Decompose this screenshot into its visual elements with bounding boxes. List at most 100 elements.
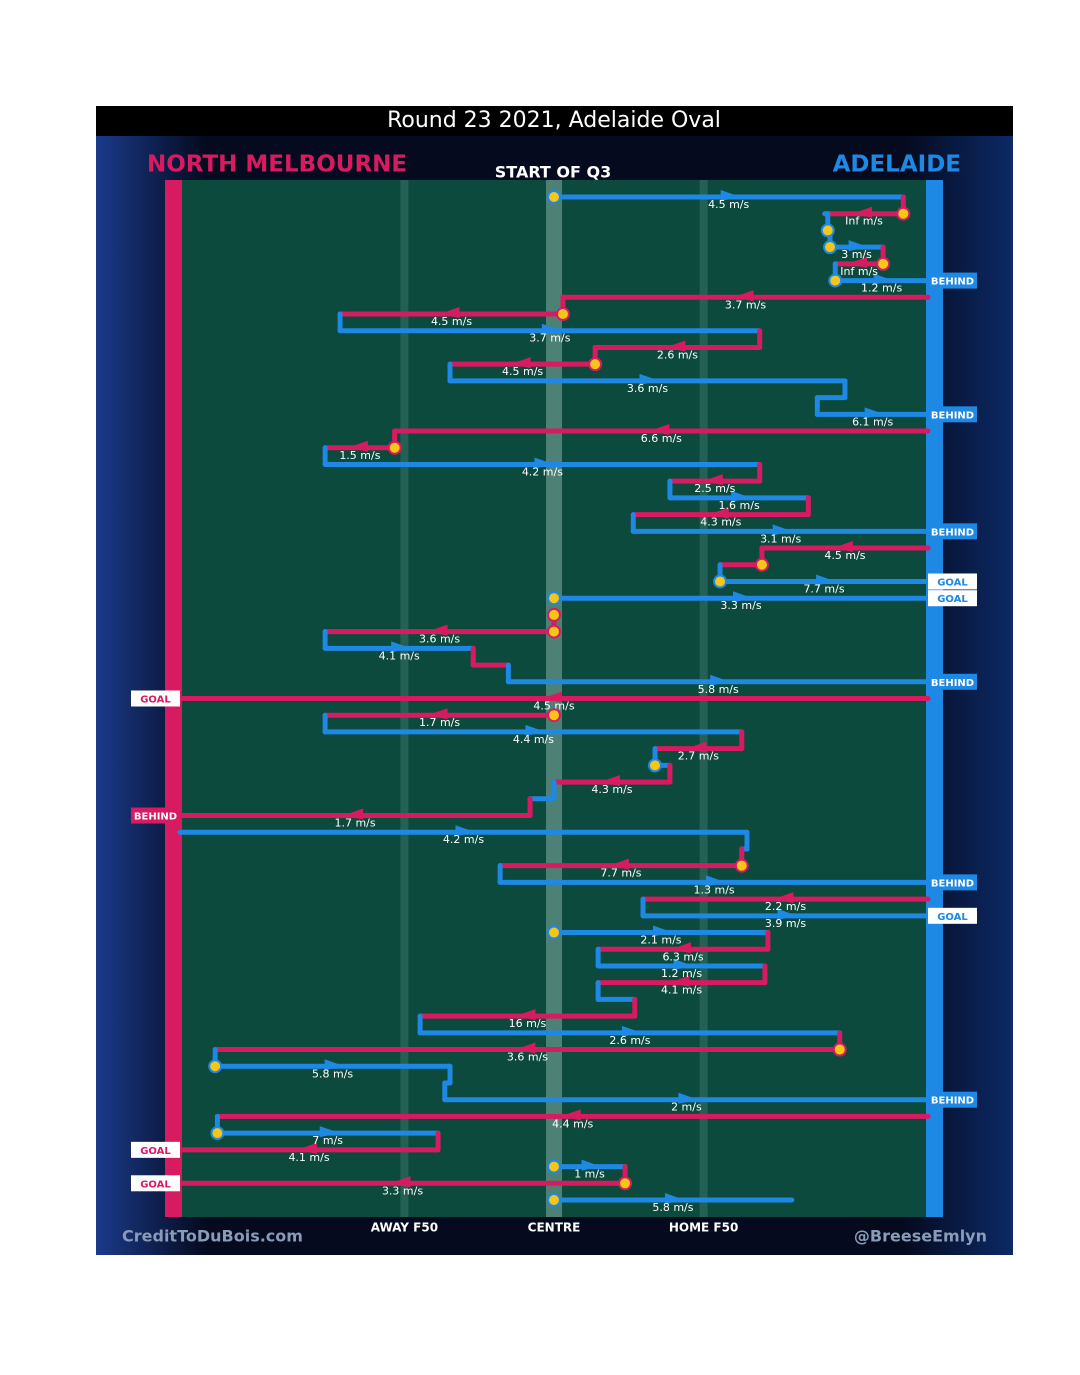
speed-label: 4.5 m/s: [708, 198, 749, 211]
speed-label: 4.1 m/s: [661, 984, 702, 997]
speed-label: 1 m/s: [574, 1168, 605, 1181]
arrowhead: [599, 775, 620, 787]
arrowhead: [525, 724, 546, 736]
stoppage-marker: [208, 1059, 223, 1074]
stoppage-marker: [547, 190, 561, 204]
arrowhead: [710, 674, 731, 686]
speed-label: 2.7 m/s: [678, 750, 719, 763]
speed-label: 1.2 m/s: [661, 967, 702, 980]
arrowhead: [541, 323, 562, 335]
arrowhead: [297, 1142, 318, 1154]
speed-label: 7 m/s: [312, 1134, 343, 1147]
arrowhead: [708, 507, 729, 519]
credit: @BreeseEmlyn: [854, 1227, 987, 1246]
speed-label: 1.5 m/s: [339, 449, 380, 462]
stoppage-marker: [387, 440, 402, 455]
arrowhead: [621, 1025, 642, 1037]
stoppage-marker: [823, 240, 838, 255]
title: Round 23 2021, Adelaide Oval: [387, 108, 721, 133]
speed-label: 3.6 m/s: [419, 633, 460, 646]
stoppage-marker: [713, 574, 728, 589]
speed-label: 4.5 m/s: [431, 315, 472, 328]
speed-label: 4.1 m/s: [379, 649, 420, 662]
speed-label: 16 m/s: [509, 1017, 547, 1030]
arrowhead: [852, 206, 873, 218]
speed-label: 4.5 m/s: [824, 549, 865, 562]
credit: CreditToDuBois.com: [122, 1227, 303, 1246]
speed-label: 4.2 m/s: [443, 833, 484, 846]
arrowhead: [560, 1109, 581, 1121]
stoppage-marker: [734, 858, 749, 873]
speed-label: 4.5 m/s: [533, 700, 574, 713]
speed-label: 1.7 m/s: [334, 817, 375, 830]
speed-label: 6.1 m/s: [852, 415, 893, 428]
result-label: BEHIND: [931, 410, 974, 421]
arrowhead: [581, 1159, 602, 1171]
arrowhead: [669, 975, 690, 987]
home-team: ADELAIDE: [833, 152, 961, 178]
subtitle: START OF Q3: [495, 163, 612, 182]
speed-label: 6.3 m/s: [662, 950, 703, 963]
result-box: [928, 907, 977, 924]
arrowhead: [343, 808, 364, 820]
arrowhead: [848, 240, 869, 252]
arrowhead: [608, 858, 629, 870]
speed-label: 5.8 m/s: [312, 1067, 353, 1080]
result-box: [928, 1091, 977, 1108]
arrowhead: [671, 942, 692, 954]
speed-label: 4.4 m/s: [552, 1117, 593, 1130]
result-box: [928, 272, 977, 289]
speed-label: 4.3 m/s: [700, 516, 741, 529]
arrowhead: [515, 1009, 536, 1021]
home-goal-line: [926, 180, 943, 1217]
result-label: BEHIND: [134, 812, 177, 823]
speed-label: 4.2 m/s: [522, 465, 563, 478]
result-box: [928, 590, 977, 607]
speed-label: 7.7 m/s: [600, 867, 641, 880]
speed-label: 3.3 m/s: [382, 1184, 423, 1197]
speed-label: 2.1 m/s: [640, 934, 681, 947]
field-line-label: AWAY F50: [371, 1221, 438, 1235]
speed-label: 1.2 m/s: [861, 282, 902, 295]
result-box: [928, 523, 977, 540]
arrowhead: [702, 474, 723, 486]
arrowhead: [515, 1042, 536, 1054]
result-label: GOAL: [140, 1179, 171, 1190]
arrowhead: [733, 591, 753, 603]
stoppage-marker: [547, 708, 561, 723]
arrowhead: [391, 641, 412, 653]
speed-label: 3 m/s: [841, 248, 872, 261]
result-label: GOAL: [140, 695, 171, 706]
speed-label: 2.6 m/s: [609, 1034, 650, 1047]
arrowhead: [773, 892, 794, 904]
speed-label: 2.5 m/s: [694, 482, 735, 495]
stoppage-marker: [647, 758, 662, 773]
stoppage-marker: [876, 256, 891, 271]
result-label: BEHIND: [931, 678, 974, 689]
arrowhead: [664, 1193, 685, 1204]
result-box: [928, 874, 977, 891]
stoppage-marker: [754, 557, 769, 572]
stoppage-marker: [547, 1193, 561, 1207]
speed-label: 5.8 m/s: [652, 1201, 693, 1214]
stoppage-marker: [547, 607, 561, 622]
arrowhead: [510, 357, 531, 369]
arrowhead: [455, 825, 476, 837]
stoppage-marker: [555, 307, 570, 322]
arrowhead: [649, 424, 670, 436]
arrowhead: [873, 273, 894, 285]
arrowhead: [686, 741, 707, 753]
result-label: BEHIND: [931, 878, 974, 889]
result-label: GOAL: [937, 594, 968, 605]
result-label: GOAL: [937, 912, 968, 923]
arrowhead: [542, 691, 562, 703]
arrowhead: [720, 190, 741, 201]
stoppage-marker: [618, 1176, 633, 1191]
stoppage-marker: [547, 591, 561, 606]
arrowhead: [427, 708, 448, 720]
result-box: [928, 673, 977, 690]
stoppage-marker: [832, 1042, 847, 1057]
arrowhead: [324, 1059, 345, 1071]
result-label: BEHIND: [931, 277, 974, 288]
